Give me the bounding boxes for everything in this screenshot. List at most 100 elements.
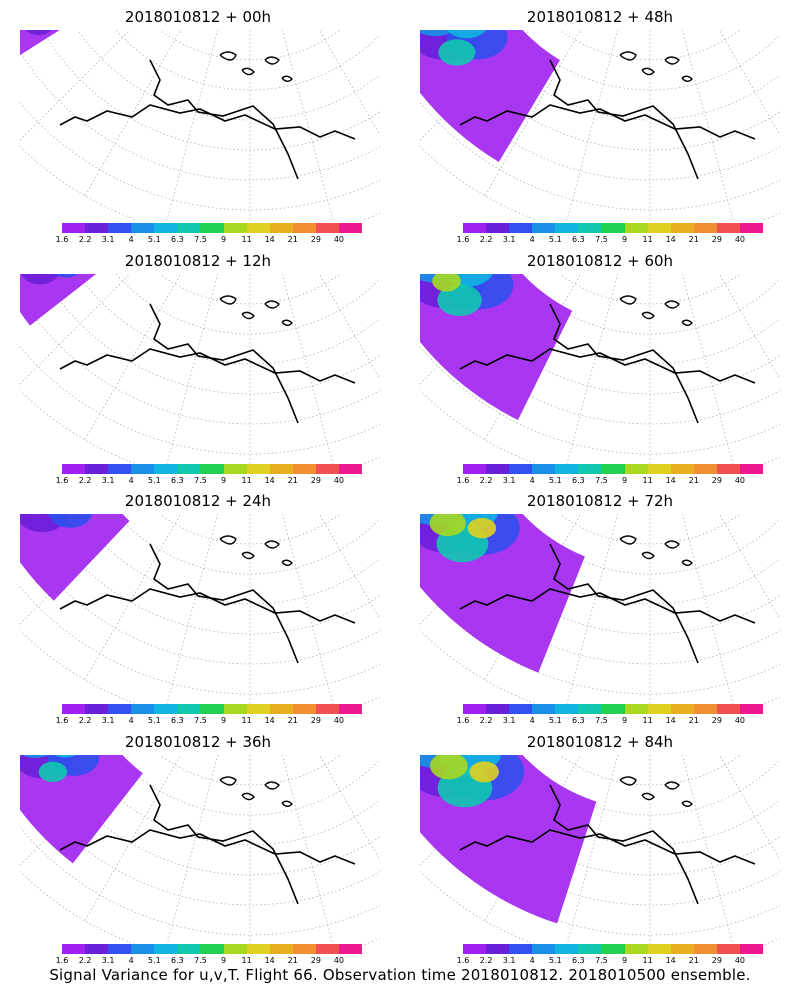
panel-title: 2018010812 + 36h <box>124 733 272 751</box>
map-panel <box>20 30 380 220</box>
graticule-meridian <box>281 755 334 945</box>
colorbar-tick-label: 40 <box>333 235 345 244</box>
colorbar-tick-label: 40 <box>734 476 746 485</box>
colorbar-tick-label: 7.5 <box>595 956 608 965</box>
colorbar-swatch <box>463 704 487 714</box>
colorbar-tick-label: 1.6 <box>55 956 69 965</box>
colorbar-swatches <box>62 464 363 474</box>
colorbar-tick-label: 29 <box>711 716 722 725</box>
variance-contour <box>438 39 476 66</box>
arctic-islands <box>219 295 293 326</box>
colorbar-tick-label: 2.2 <box>78 235 92 244</box>
colorbar-tick-label: 21 <box>688 716 699 725</box>
colorbar-tick-label: 6.3 <box>171 476 184 485</box>
colorbar-tick-label: 5.1 <box>548 235 562 244</box>
colorbar-tick-label: 11 <box>642 235 653 244</box>
colorbar-swatch <box>578 223 602 233</box>
colorbar-swatches <box>463 223 764 233</box>
colorbar-swatch <box>200 944 224 954</box>
colorbar-tick-label: 7.5 <box>194 716 207 725</box>
colorbar-swatch <box>693 944 717 954</box>
variance-field <box>20 514 130 601</box>
colorbar-swatch <box>578 704 602 714</box>
coastline <box>459 348 756 384</box>
graticule-latitude <box>159 30 341 61</box>
colorbar: 1.6 2.2 3.1 4 5.1 6.3 7.5 9 11 14 21 29 40 <box>457 223 764 251</box>
variance-contour <box>38 761 68 782</box>
colorbar-tick-label: 5.1 <box>147 716 161 725</box>
colorbar-tick-label: 6.3 <box>171 956 184 965</box>
colorbar-swatch <box>200 704 224 714</box>
colorbar-tick-label: 7.5 <box>595 716 608 725</box>
coastline <box>149 784 299 905</box>
colorbar-tick-label: 29 <box>310 956 321 965</box>
colorbar-tick-label: 7.5 <box>194 956 207 965</box>
colorbar-tick-label: 6.3 <box>171 716 184 725</box>
colorbar-tick-label: 3.1 <box>101 956 115 965</box>
colorbar-swatch <box>739 223 764 233</box>
colorbar-tick-label: 21 <box>688 476 699 485</box>
graticule-latitude <box>20 146 380 220</box>
colorbar-swatch <box>509 223 533 233</box>
colorbar-tick-label: 1.6 <box>456 235 470 244</box>
variance-contour <box>437 284 482 316</box>
figure-caption: Signal Variance for u,v,T. Flight 66. Ob… <box>49 966 751 984</box>
colorbar-swatch <box>532 944 556 954</box>
colorbar-swatch <box>338 464 363 474</box>
map-panel <box>420 755 780 945</box>
colorbar-swatch <box>269 464 293 474</box>
colorbar-tick-label: 2.2 <box>479 235 493 244</box>
colorbar-tick-label: 3.1 <box>101 235 115 244</box>
arctic-islands <box>619 295 693 326</box>
graticule-latitude <box>115 274 380 335</box>
colorbar-swatch <box>108 704 132 714</box>
colorbar-tick-label: 21 <box>287 716 298 725</box>
colorbar-swatch <box>200 223 224 233</box>
colorbar-tick-label: 14 <box>264 235 275 244</box>
colorbar-tick-label: 1.6 <box>55 235 69 244</box>
graticule-meridian <box>84 755 182 921</box>
colorbar-swatch <box>292 704 316 714</box>
colorbar-swatch <box>670 464 694 474</box>
colorbar-swatch <box>601 464 625 474</box>
colorbar-swatch <box>693 704 717 714</box>
colorbar-tick-label: 7.5 <box>194 235 207 244</box>
graticule-meridian <box>484 30 582 196</box>
panel-title: 2018010812 + 12h <box>124 252 272 270</box>
colorbar-swatch <box>315 944 339 954</box>
colorbar-swatches <box>62 704 363 714</box>
colorbar-tick-label: 1.6 <box>456 716 470 725</box>
graticule-meridian <box>318 30 380 136</box>
arctic-islands <box>219 535 293 566</box>
colorbar-swatch <box>85 944 109 954</box>
colorbar-swatch <box>62 944 86 954</box>
colorbar-tick-label: 6.3 <box>572 956 585 965</box>
colorbar-swatch <box>85 223 109 233</box>
graticule-meridian <box>84 514 182 680</box>
graticule-meridian <box>718 274 780 380</box>
variance-contour <box>467 517 497 539</box>
colorbar-tick-label: 6.3 <box>572 476 585 485</box>
colorbar-swatch <box>292 944 316 954</box>
colorbar-swatch <box>555 944 579 954</box>
colorbar-tick-label: 1.6 <box>456 956 470 965</box>
colorbar-swatch <box>62 704 86 714</box>
arctic-islands <box>219 51 293 82</box>
graticule-latitude <box>20 50 380 181</box>
colorbar-swatch <box>246 464 270 474</box>
graticule-meridian <box>681 274 734 464</box>
graticule-meridian <box>566 514 619 704</box>
coastline <box>459 104 756 140</box>
colorbar-tick-label: 7.5 <box>194 476 207 485</box>
colorbar-tick-label: 11 <box>241 716 252 725</box>
colorbar-swatch <box>716 704 740 714</box>
colorbar-swatch <box>315 704 339 714</box>
colorbar-swatch <box>670 704 694 714</box>
colorbar-tick-label: 3.1 <box>502 716 516 725</box>
colorbar-swatch <box>624 704 648 714</box>
colorbar-swatch <box>693 223 717 233</box>
map-panel <box>420 514 780 704</box>
graticule-meridian <box>566 274 619 464</box>
colorbar-tick-label: 40 <box>333 716 345 725</box>
colorbar-tick-label: 6.3 <box>171 235 184 244</box>
